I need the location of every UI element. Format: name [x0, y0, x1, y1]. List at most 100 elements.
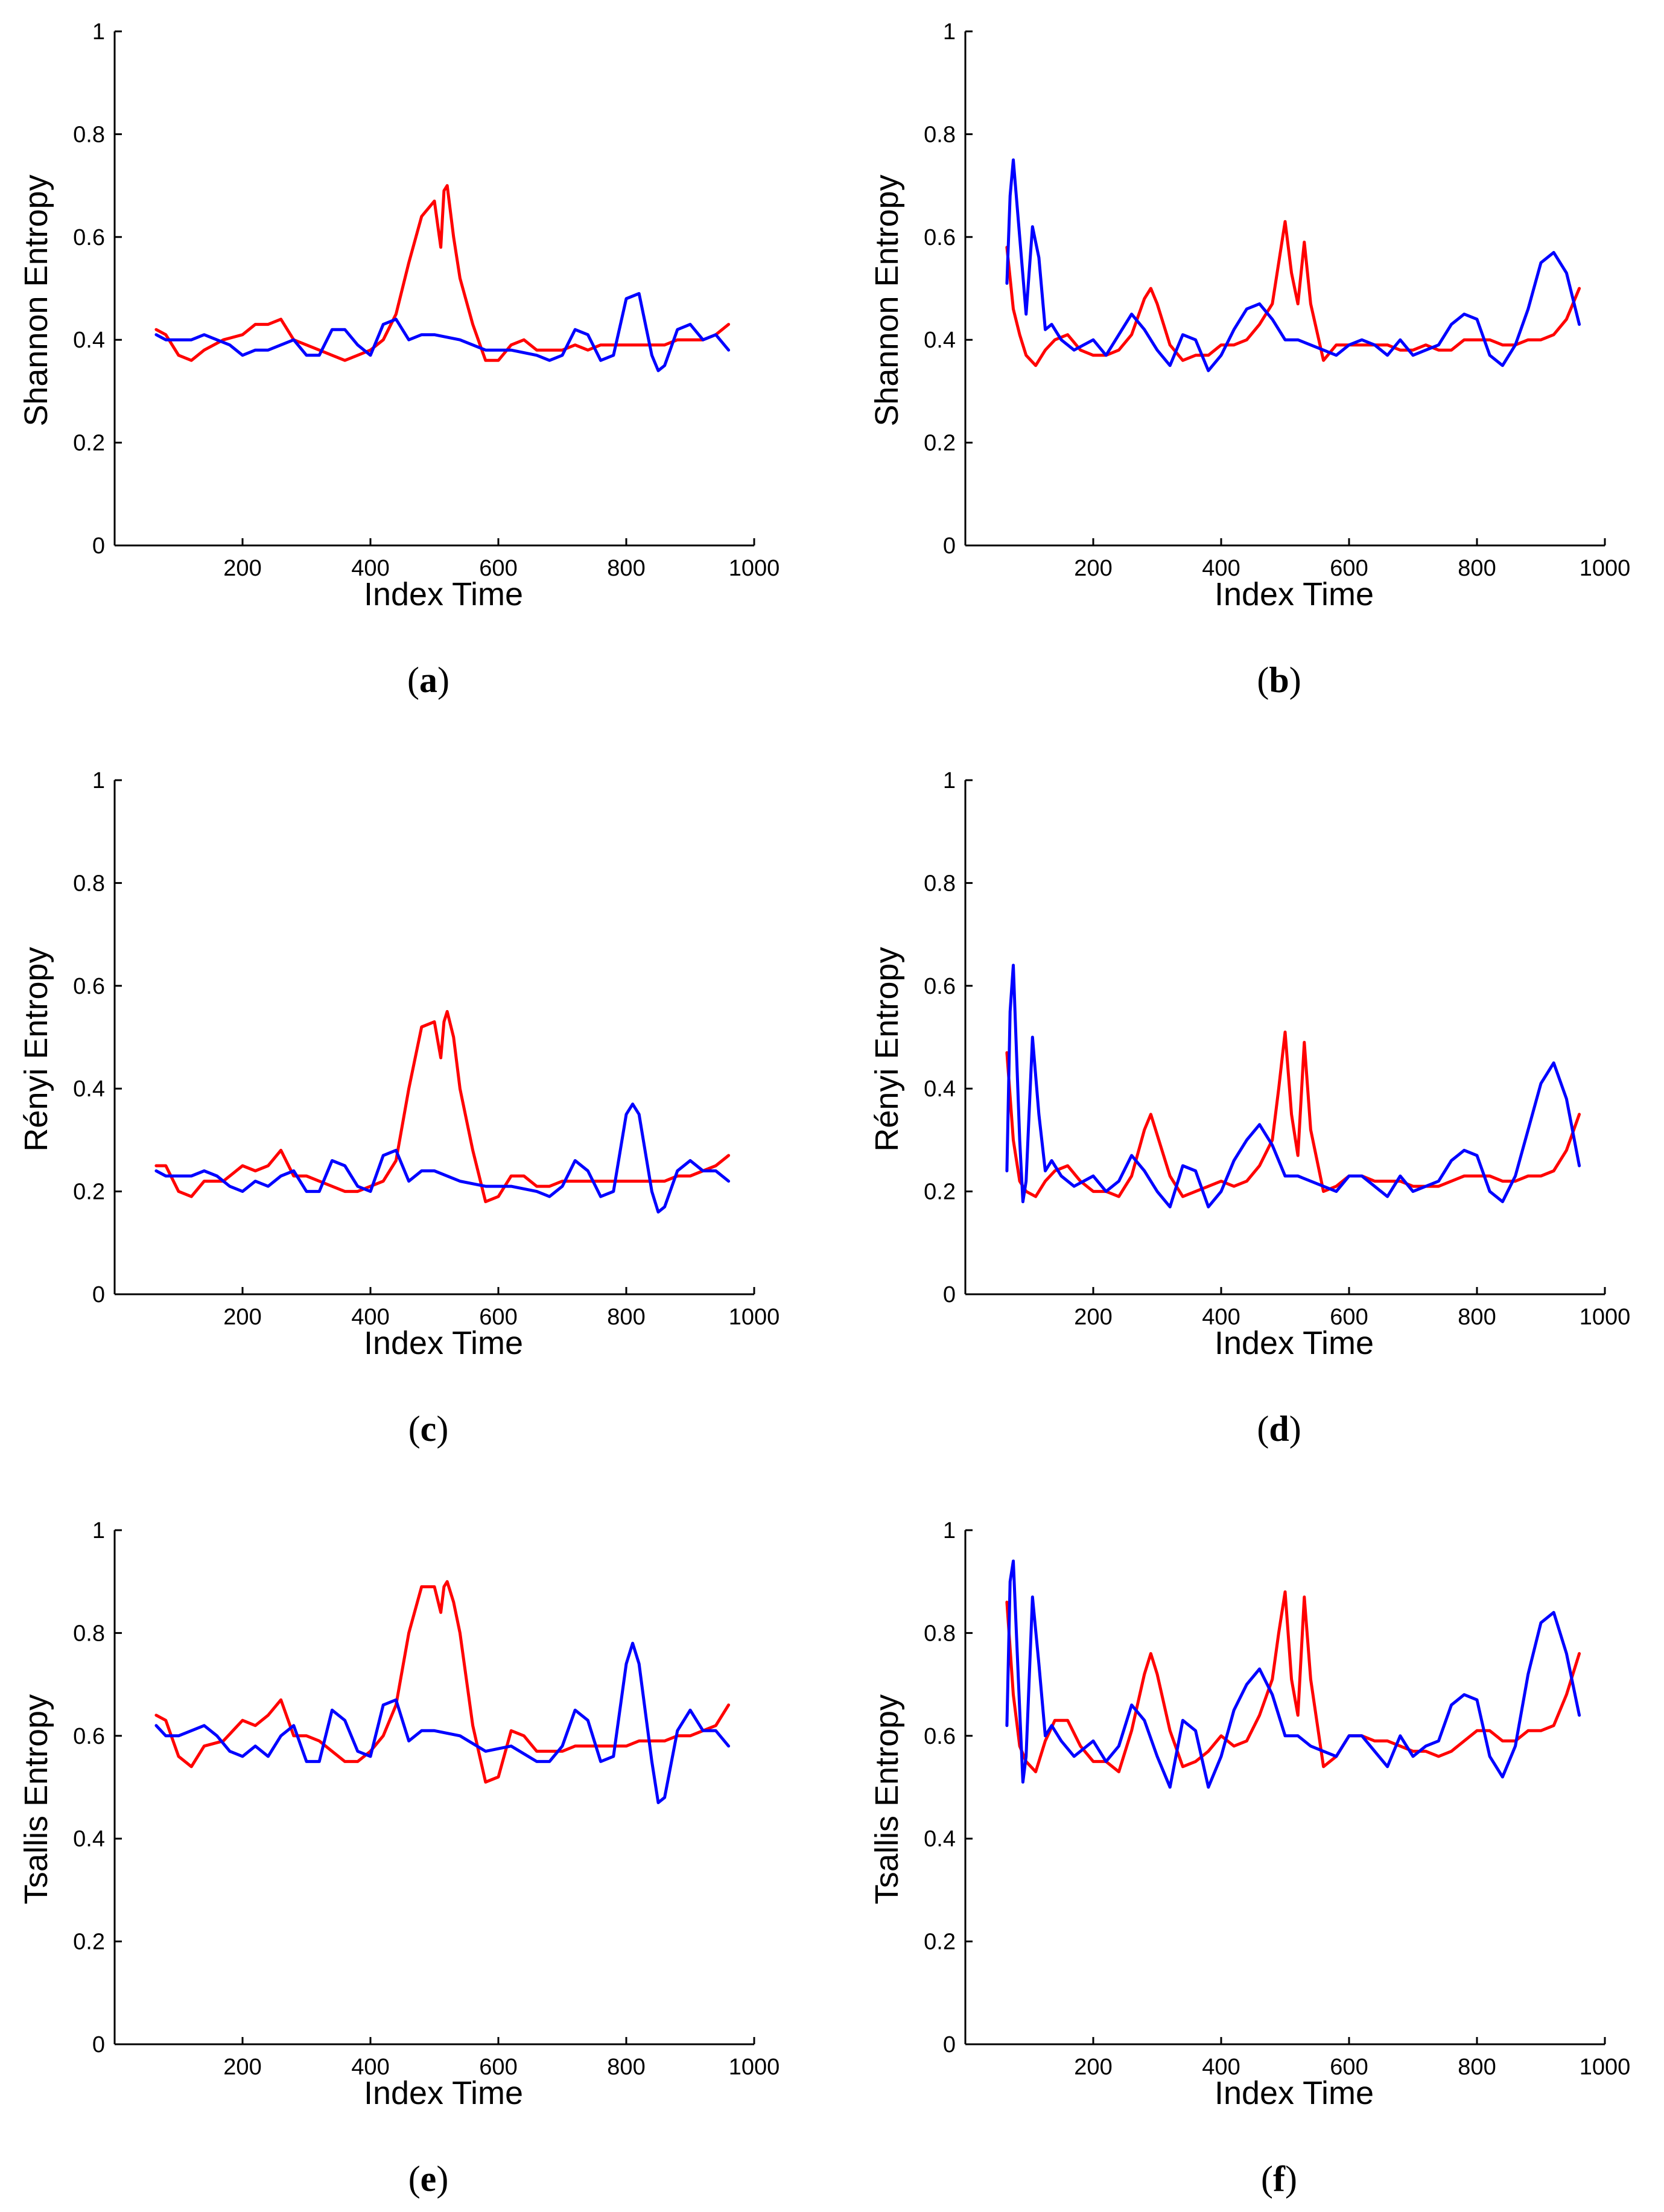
chart-panel-a: 0 0.2 0.4 0.6 0.8 1 200 400 600 800 1000 Index Time… [18, 19, 780, 700]
y-tick-label: 0 [943, 533, 956, 559]
x-tick-label: 200 [1074, 2055, 1112, 2080]
y-axis-label: Rényi Entropy [18, 947, 54, 1151]
x-axis-label: Index Time [1215, 2075, 1374, 2111]
x-axis-label: Index Time [1215, 1325, 1374, 1361]
y-axis-label: Tsallis Entropy [869, 1694, 905, 1904]
series-line-2 [154, 292, 731, 372]
y-tick-label: 0.8 [924, 1621, 956, 1646]
x-tick-label: 800 [1458, 556, 1496, 581]
y-tick-label: 0.2 [924, 431, 956, 456]
chart-panel-e: 0 0.2 0.4 0.6 0.8 1 200 400 600 800 1000 Index Time… [18, 1518, 780, 2199]
x-tick-label: 400 [351, 2055, 389, 2080]
x-tick-label: 200 [1074, 1305, 1112, 1330]
y-tick-label: 0.4 [924, 1826, 956, 1852]
x-axis-label: Index Time [364, 1325, 523, 1361]
series-line-1 [1005, 220, 1581, 367]
series-line-2 [1005, 158, 1581, 372]
x-tick-label: 1000 [1580, 1305, 1631, 1330]
x-tick-label: 1000 [729, 556, 780, 581]
x-axis-label: Index Time [364, 576, 523, 612]
x-tick-label: 600 [479, 2055, 517, 2080]
x-tick-label: 600 [1330, 1305, 1368, 1330]
series-line-2 [154, 1641, 731, 1805]
y-axis-label: Tsallis Entropy [18, 1694, 54, 1904]
y-tick-label: 0.4 [924, 1076, 956, 1102]
chart-panel-c: 0 0.2 0.4 0.6 0.8 1 200 400 600 800 1000 Index Time… [18, 768, 780, 1449]
x-tick-label: 1000 [1580, 556, 1631, 581]
x-tick-label: 400 [1202, 2055, 1240, 2080]
y-tick-label: 1 [943, 768, 956, 793]
chart-panel-f: 0 0.2 0.4 0.6 0.8 1 200 400 600 800 1000 Index Time… [869, 1518, 1630, 2199]
x-tick-label: 400 [351, 1305, 389, 1330]
x-tick-label: 400 [351, 556, 389, 581]
chart-panel-b: 0 0.2 0.4 0.6 0.8 1 200 400 600 800 1000 Index Time… [869, 19, 1630, 700]
y-tick-label: 0.6 [924, 225, 956, 250]
x-tick-label: 400 [1202, 556, 1240, 581]
y-tick-label: 0.2 [73, 1180, 105, 1205]
panel-caption: (e) [408, 2159, 449, 2199]
y-tick-label: 0.8 [73, 871, 105, 896]
x-tick-label: 1000 [1580, 2055, 1631, 2080]
y-tick-label: 0.8 [924, 122, 956, 147]
y-tick-label: 0 [943, 1282, 956, 1308]
y-tick-label: 0.4 [73, 1826, 105, 1852]
series-line-2 [154, 1102, 731, 1214]
series-line-1 [154, 1009, 731, 1204]
y-tick-label: 0 [92, 533, 105, 559]
panel-caption: (d) [1257, 1409, 1301, 1449]
x-tick-label: 600 [1330, 556, 1368, 581]
y-tick-label: 0.2 [73, 431, 105, 456]
x-tick-label: 1000 [729, 2055, 780, 2080]
y-tick-label: 1 [943, 1518, 956, 1543]
y-axis-label: Rényi Entropy [869, 947, 905, 1151]
y-tick-label: 0.8 [73, 1621, 105, 1646]
x-tick-label: 200 [223, 2055, 261, 2080]
y-tick-label: 0.4 [924, 328, 956, 353]
y-tick-label: 0.6 [924, 1724, 956, 1749]
x-tick-label: 800 [1458, 2055, 1496, 2080]
x-tick-label: 800 [607, 2055, 645, 2080]
y-tick-label: 0.2 [73, 1930, 105, 1955]
y-tick-label: 0.6 [73, 225, 105, 250]
series-line-2 [1005, 964, 1581, 1209]
x-tick-label: 600 [479, 1305, 517, 1330]
x-tick-label: 1000 [729, 1305, 780, 1330]
y-tick-label: 0.2 [924, 1180, 956, 1205]
y-axis-label: Shannon Entropy [18, 174, 54, 426]
x-axis-label: Index Time [364, 2075, 523, 2111]
series-line-1 [154, 1580, 731, 1784]
series-line-2 [1005, 1559, 1581, 1789]
panel-caption: (b) [1257, 660, 1301, 700]
y-tick-label: 1 [92, 768, 105, 793]
x-tick-label: 200 [1074, 556, 1112, 581]
series-line-1 [154, 184, 731, 362]
y-tick-label: 0.4 [73, 328, 105, 353]
x-tick-label: 800 [607, 556, 645, 581]
y-tick-label: 0.4 [73, 1076, 105, 1102]
x-tick-label: 600 [479, 556, 517, 581]
y-tick-label: 1 [92, 19, 105, 45]
series-line-1 [1005, 1031, 1581, 1198]
y-tick-label: 0 [92, 1282, 105, 1308]
x-axis-label: Index Time [1215, 576, 1374, 612]
y-tick-label: 0 [943, 2032, 956, 2058]
x-tick-label: 600 [1330, 2055, 1368, 2080]
panel-caption: (c) [408, 1409, 449, 1449]
y-tick-label: 0.8 [924, 871, 956, 896]
y-tick-label: 0.8 [73, 122, 105, 147]
y-tick-label: 0.6 [924, 974, 956, 999]
series-line-1 [1005, 1590, 1581, 1773]
panel-caption: (a) [407, 660, 449, 700]
y-tick-label: 0.2 [924, 1930, 956, 1955]
y-tick-label: 1 [943, 19, 956, 45]
chart-panel-d: 0 0.2 0.4 0.6 0.8 1 200 400 600 800 1000 Index Time… [869, 768, 1630, 1449]
x-tick-label: 200 [223, 556, 261, 581]
y-tick-label: 0 [92, 2032, 105, 2058]
panel-caption: (f) [1261, 2159, 1297, 2199]
y-axis-label: Shannon Entropy [869, 174, 905, 426]
y-tick-label: 1 [92, 1518, 105, 1543]
y-tick-label: 0.6 [73, 974, 105, 999]
x-tick-label: 400 [1202, 1305, 1240, 1330]
x-tick-label: 800 [1458, 1305, 1496, 1330]
